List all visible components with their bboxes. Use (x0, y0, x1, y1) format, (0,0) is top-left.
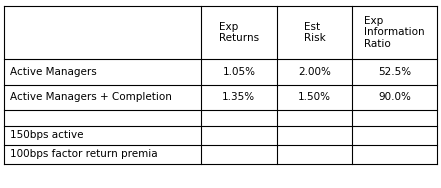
Text: 2.00%: 2.00% (298, 67, 331, 77)
Text: Exp
Returns: Exp Returns (219, 22, 259, 43)
Text: Exp
Information
Ratio: Exp Information Ratio (364, 16, 425, 49)
Text: 1.35%: 1.35% (222, 92, 255, 102)
Text: 52.5%: 52.5% (378, 67, 411, 77)
Text: Active Managers + Completion: Active Managers + Completion (10, 92, 172, 102)
Text: 1.05%: 1.05% (222, 67, 255, 77)
Text: 150bps active: 150bps active (10, 130, 83, 140)
Text: Active Managers: Active Managers (10, 67, 97, 77)
Text: 1.50%: 1.50% (298, 92, 331, 102)
Text: 100bps factor return premia: 100bps factor return premia (10, 149, 157, 159)
Text: 90.0%: 90.0% (378, 92, 411, 102)
Text: Est
Risk: Est Risk (303, 22, 325, 43)
